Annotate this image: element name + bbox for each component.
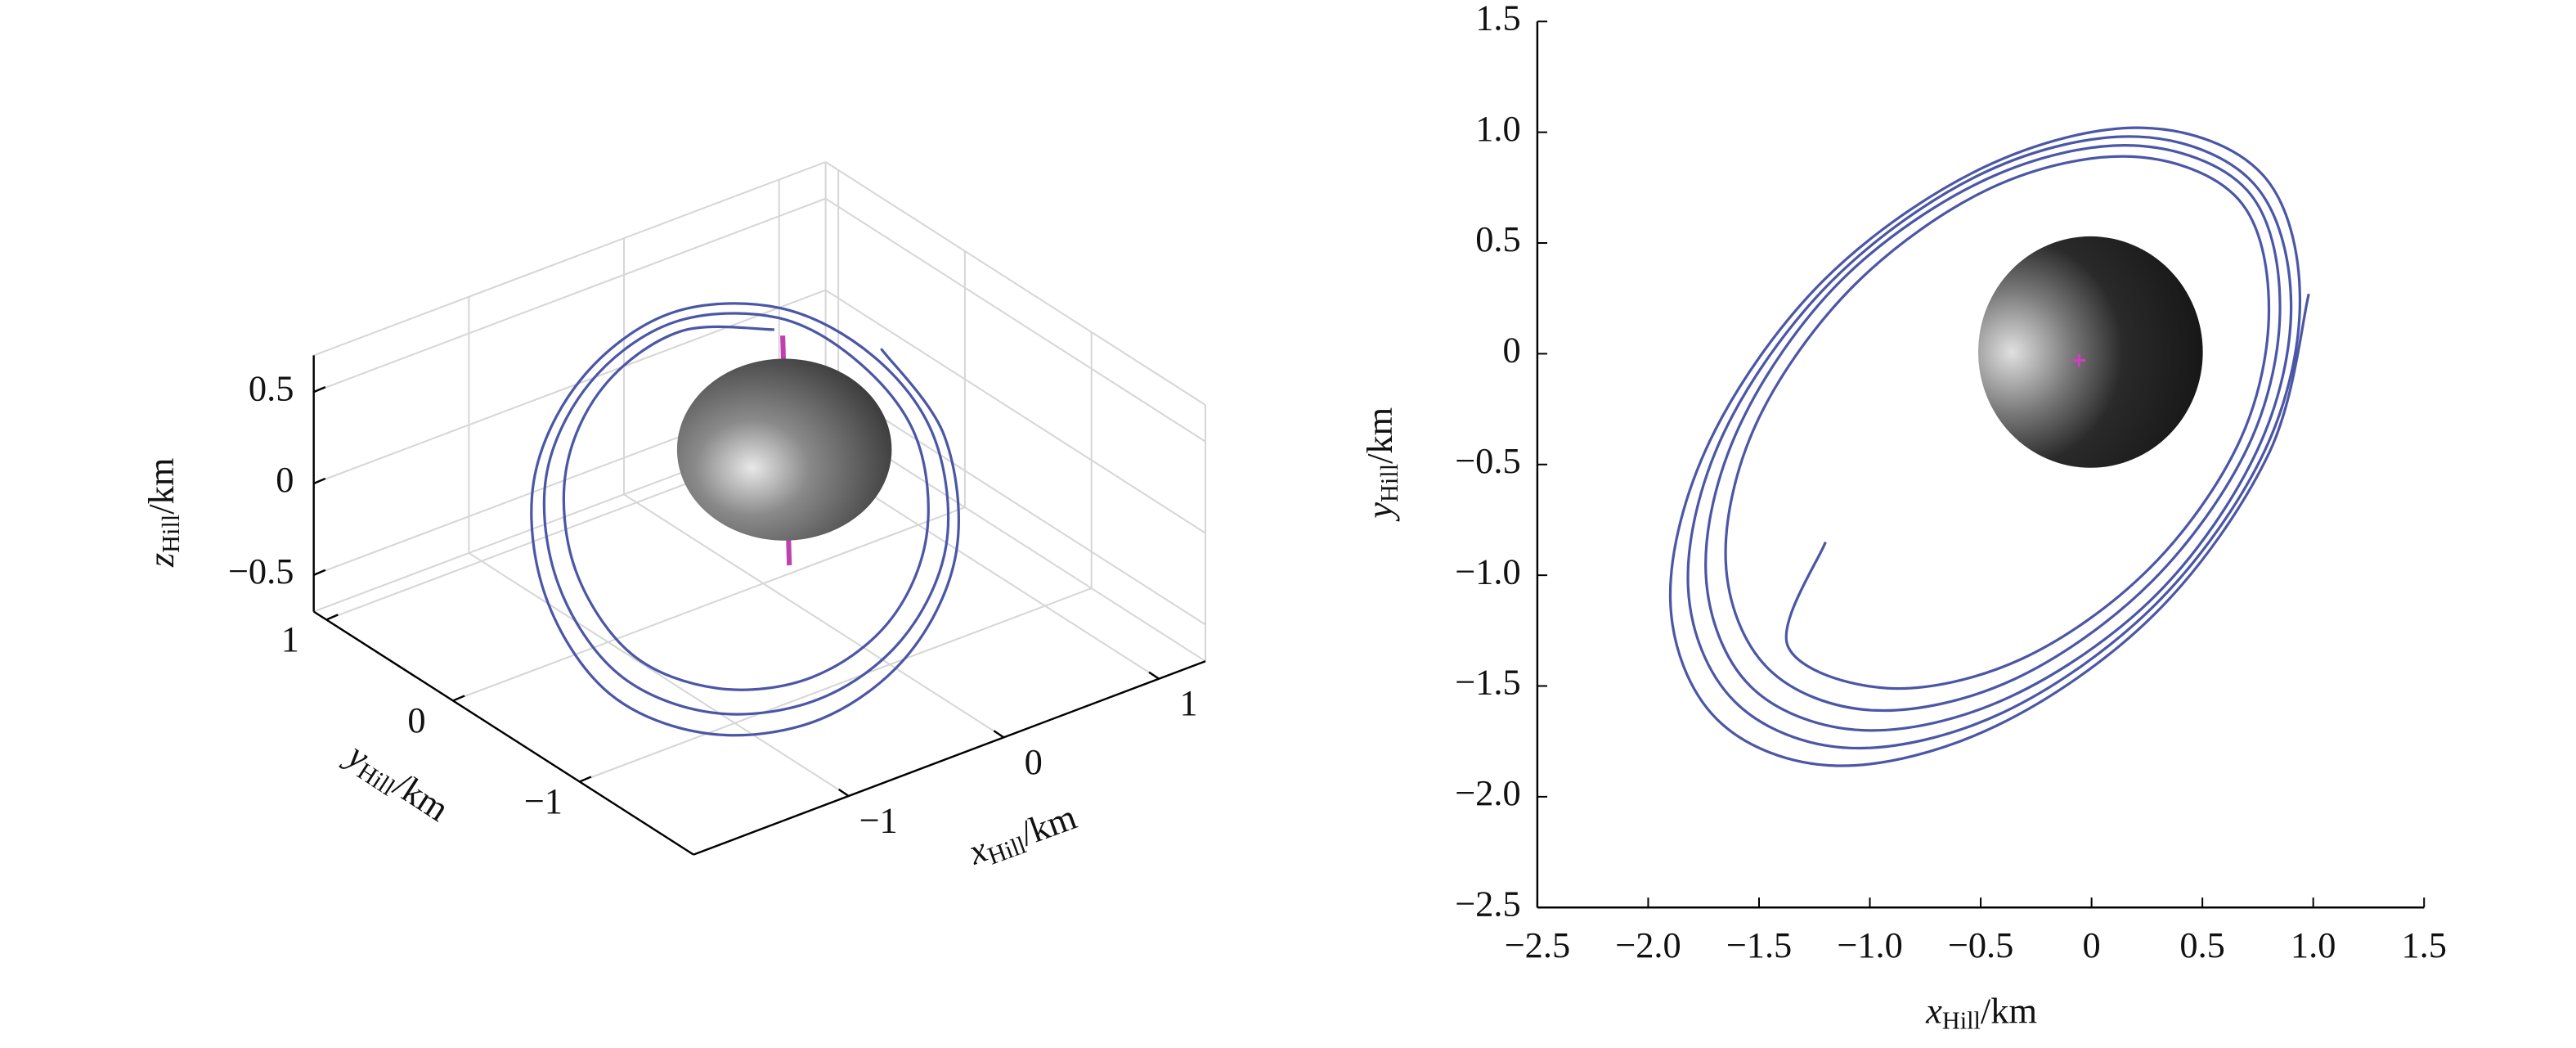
x-tick-label: 1	[1179, 682, 1197, 723]
y-tick-label: −0.5	[1455, 440, 1521, 481]
y-tick	[452, 695, 465, 702]
orbit-3d	[530, 302, 960, 737]
x-tick-label: −1.5	[1726, 924, 1793, 965]
x-tick-label: −1.0	[1837, 924, 1903, 965]
y-tick-label: −1.0	[1455, 551, 1521, 591]
asteroid	[676, 358, 892, 541]
y-tick-label: 0	[1502, 330, 1520, 371]
x-tick-label: −2.0	[1615, 924, 1681, 965]
grid-line	[825, 197, 1206, 443]
grid-line	[623, 493, 1004, 739]
y-tick-label: −2.0	[1455, 772, 1521, 813]
y-tick-label: −1	[524, 780, 563, 821]
y-tick-label: −2.5	[1455, 883, 1521, 924]
plot-3d: −1 0 1 −1 0 1 −0.5 0 0.5	[228, 161, 1207, 856]
x-tick-label: 0	[2083, 924, 2101, 965]
x-tick-label: 0	[1025, 741, 1043, 782]
y-tick-label: 1.5	[1475, 0, 1521, 38]
z-tick	[313, 477, 326, 485]
wall-edge	[825, 161, 1206, 406]
grid-line	[313, 197, 826, 394]
y-tick-label: −1.5	[1455, 662, 1521, 703]
grid-line	[579, 587, 1093, 783]
x-tick	[1148, 671, 1160, 680]
asteroid	[1978, 236, 2203, 468]
y-tick-label: 1	[281, 618, 299, 659]
y-tick-label: 0	[407, 699, 425, 740]
grid-line	[452, 506, 966, 702]
z-tick	[313, 385, 326, 394]
y-tick	[325, 614, 339, 621]
z-tick-label: −0.5	[228, 551, 294, 591]
x-tick-label: 0.5	[2179, 924, 2225, 965]
x-axis-label: xHill/km	[1925, 991, 2037, 1035]
x-axis-label-3d: xHill/km	[963, 796, 1083, 875]
center-mark	[2072, 353, 2086, 367]
x-tick-label: 1.5	[2401, 924, 2447, 965]
z-tick-label: 0	[276, 459, 294, 500]
y-tick-label: 1.0	[1475, 108, 1521, 149]
grid-line	[825, 380, 1206, 626]
x-tick-label: 1.0	[2291, 924, 2336, 965]
orbit	[1668, 126, 2310, 767]
plot-2d: −2.5 −2.0 −1.5 −1.0 −0.5 0 0.5 1.0 1.5 −2.5 −2.0 −1…	[1455, 0, 2447, 965]
x-axis	[693, 660, 1206, 856]
x-tick	[837, 788, 850, 797]
y-tick-label: 0.5	[1475, 218, 1521, 259]
x-tick-label: −2.5	[1505, 924, 1571, 965]
wall-edge	[313, 161, 826, 357]
x-tick-label: −1	[859, 800, 897, 841]
z-axis-label: zHill/km	[141, 458, 185, 569]
x-tick	[993, 730, 1005, 739]
x-tick-label: −0.5	[1948, 924, 2014, 965]
y-axis-label: yHill/km	[1359, 407, 1403, 522]
z-tick-label: 0.5	[249, 367, 294, 408]
y-axis	[313, 610, 694, 856]
y-tick	[579, 776, 592, 783]
grid-line	[468, 552, 850, 797]
z-tick	[313, 569, 326, 576]
y-axis-label-3d: yHill/km	[336, 733, 456, 832]
grid-line	[313, 289, 826, 484]
grid-line	[825, 289, 1206, 534]
